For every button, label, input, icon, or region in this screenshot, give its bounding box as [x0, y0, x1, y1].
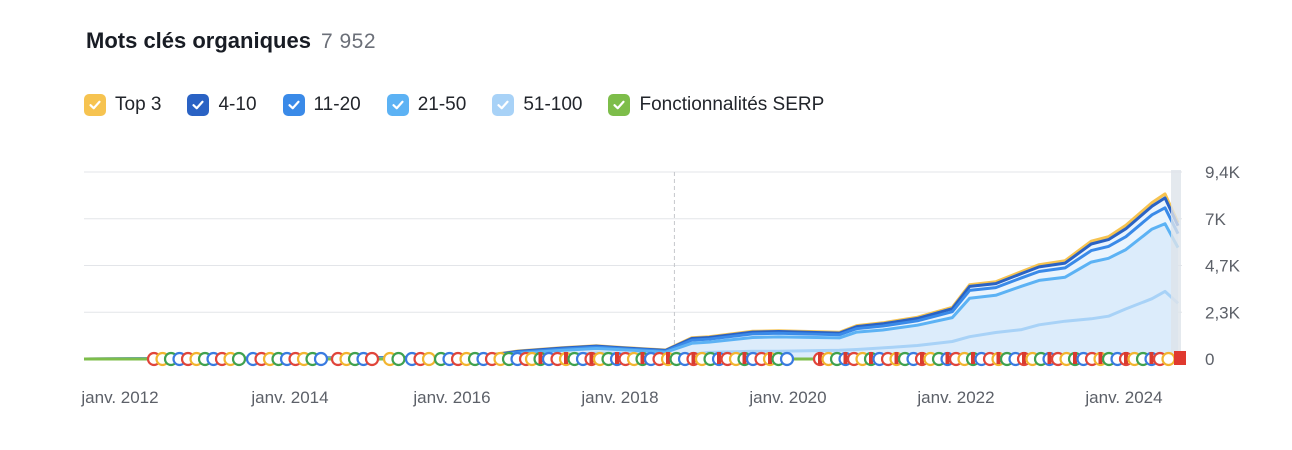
chart-header: Mots clés organiques 7 952: [86, 28, 376, 54]
legend-label: 51-100: [523, 94, 583, 115]
check-icon: [613, 100, 626, 110]
legend-label: 21-50: [417, 94, 467, 115]
x-tick-label: janv. 2016: [412, 388, 490, 407]
serp-marker: [589, 352, 594, 364]
serp-marker: [421, 351, 437, 367]
area-fill: [84, 223, 1178, 359]
serp-marker: [364, 351, 380, 367]
serp-marker: [640, 352, 645, 364]
check-icon: [497, 100, 509, 110]
y-tick-label: 2,3K: [1205, 303, 1241, 322]
serp-marker: [231, 351, 247, 367]
legend-label: Top 3: [115, 94, 162, 115]
serp-marker: [971, 352, 975, 364]
x-tick-label: janv. 2012: [80, 388, 158, 407]
serp-marker: [1124, 352, 1128, 364]
serp-marker: [1098, 352, 1103, 364]
serp-marker: [564, 352, 568, 364]
chart-title: Mots clés organiques: [86, 28, 311, 53]
serp-marker: [1161, 351, 1176, 367]
serp-marker: [615, 352, 619, 364]
serp-marker: [538, 352, 543, 364]
y-tick-label: 4,7K: [1205, 257, 1241, 276]
check-icon: [89, 100, 101, 110]
legend-item-serp-features[interactable]: Fonctionnalités SERP: [608, 94, 824, 116]
serp-marker: [818, 352, 822, 364]
serp-marker: [666, 352, 670, 364]
y-tick-label: 9,4K: [1205, 163, 1241, 182]
legend-label: 11-20: [313, 94, 361, 115]
serp-marker: [869, 352, 873, 364]
serp-marker: [1047, 352, 1052, 364]
x-tick-label: janv. 2020: [748, 388, 826, 407]
checkbox-4-10[interactable]: [187, 94, 210, 116]
serp-feature-markers[interactable]: [146, 351, 1186, 367]
range-end-band: [1171, 170, 1181, 359]
legend-item-4-10[interactable]: 4-10: [187, 94, 257, 116]
serp-marker: [996, 352, 1001, 364]
checkbox-top3[interactable]: [84, 94, 106, 116]
legend-item-top3[interactable]: Top 3: [84, 94, 161, 116]
serp-end-marker: [1174, 351, 1186, 365]
keyword-count: 7 952: [320, 30, 377, 53]
serp-marker: [742, 352, 747, 364]
x-tick-label: janv. 2018: [580, 388, 658, 407]
y-tick-label: 0: [1205, 350, 1214, 369]
serp-marker: [691, 352, 696, 364]
serp-marker: [779, 351, 795, 367]
serp-marker: [313, 351, 329, 367]
legend-label: Fonctionnalités SERP: [639, 94, 825, 115]
x-tick-label: janv. 2022: [916, 388, 994, 407]
check-icon: [392, 100, 404, 110]
legend-item-21-50[interactable]: 21-50: [386, 94, 467, 116]
serp-marker: [1073, 352, 1077, 364]
serp-marker: [920, 352, 924, 364]
serp-marker: [1149, 352, 1154, 364]
y-tick-label: 7K: [1205, 210, 1226, 229]
serp-marker: [945, 352, 950, 364]
checkbox-serp-features[interactable]: [608, 94, 631, 116]
x-tick-label: janv. 2014: [250, 388, 328, 407]
checkbox-51-100[interactable]: [492, 94, 515, 116]
serp-marker: [1022, 352, 1026, 364]
serp-marker: [768, 352, 772, 364]
checkbox-11-20[interactable]: [282, 94, 305, 116]
legend-label: 4-10: [218, 94, 257, 115]
legend-item-51-100[interactable]: 51-100: [492, 94, 582, 116]
serp-marker: [843, 352, 848, 364]
checkbox-21-50[interactable]: [386, 94, 409, 116]
serp-marker: [717, 352, 721, 364]
serp-marker: [894, 352, 899, 364]
check-icon: [192, 100, 205, 110]
serp-marker: [391, 351, 406, 367]
legend: Top 3 4-10 11-20 21-50 51-100 Fonctionna…: [84, 94, 850, 116]
series-line-21-50: [83, 222, 1180, 361]
check-icon: [287, 100, 300, 110]
legend-item-11-20[interactable]: 11-20: [282, 94, 361, 116]
x-tick-label: janv. 2024: [1084, 388, 1162, 407]
